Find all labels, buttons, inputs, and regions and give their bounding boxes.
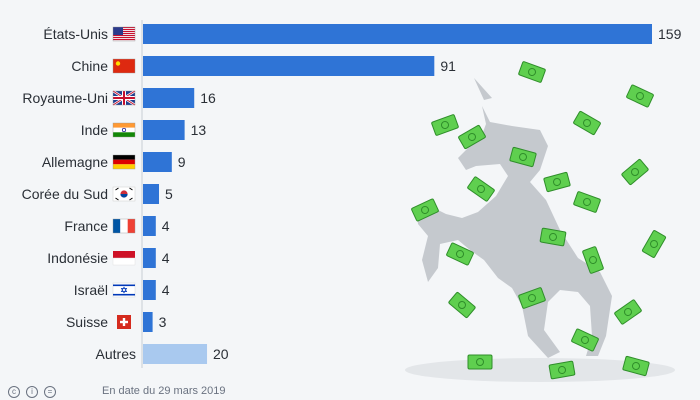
banknote-icon <box>518 287 546 309</box>
value-label: 20 <box>213 346 229 362</box>
value-label: 16 <box>200 90 216 106</box>
id-flag-icon <box>112 251 136 266</box>
value-label: 4 <box>162 250 170 266</box>
source-note: En date du 29 mars 2019 <box>102 385 226 397</box>
unicorn-illustration <box>405 61 675 382</box>
category-label: France <box>64 218 108 234</box>
banknote-icon <box>509 146 537 168</box>
bar-series: États-Unis 159 Chine 91 Royaume-Uni 16 Inde 13 A… <box>22 24 682 364</box>
category-label: Suisse <box>66 314 108 330</box>
value-label: 4 <box>162 282 170 298</box>
category-label: États-Unis <box>43 26 108 42</box>
category-label: Allemagne <box>42 154 108 170</box>
banknote-icon <box>622 355 650 377</box>
banknote-icon <box>641 230 667 258</box>
cc-icon: c <box>8 386 20 398</box>
banknote-icon <box>548 360 576 380</box>
banknote-icon <box>626 84 654 108</box>
banknote-icon <box>458 124 486 150</box>
banknote-icon <box>571 328 599 352</box>
banknote-icon <box>467 354 493 370</box>
banknote-icon <box>614 299 642 325</box>
bar <box>143 56 435 76</box>
bar <box>143 280 156 300</box>
ch-flag-icon <box>117 315 131 329</box>
banknote-icon <box>573 110 601 136</box>
value-label: 5 <box>165 186 173 202</box>
footer: c i = En date du 29 mars 2019 <box>0 384 700 400</box>
equals-icon: = <box>44 386 56 398</box>
in-flag-icon <box>112 122 136 138</box>
category-label: Corée du Sud <box>22 186 108 202</box>
banknote-icon <box>543 171 571 193</box>
category-label: Israël <box>74 282 108 298</box>
banknote-icon <box>518 61 546 83</box>
banknote-icon <box>467 176 495 202</box>
category-label: Autres <box>96 346 136 362</box>
il-flag-icon <box>112 282 136 298</box>
banknote-icon <box>573 191 601 213</box>
bar <box>143 88 195 108</box>
de-flag-icon <box>112 154 136 170</box>
bar <box>143 216 156 236</box>
by-icon: i <box>26 386 38 398</box>
banknote-icon <box>411 198 439 222</box>
bar <box>143 248 156 268</box>
cn-flag-icon <box>112 58 136 74</box>
value-label: 4 <box>162 218 170 234</box>
bar <box>143 24 652 44</box>
category-label: Chine <box>71 58 108 74</box>
banknote-icon <box>446 242 474 266</box>
kr-flag-icon <box>112 186 136 202</box>
banknote-icon <box>539 227 567 247</box>
bar <box>143 184 160 204</box>
bar <box>143 120 185 140</box>
unicorn-icon <box>416 106 612 358</box>
category-label: Royaume-Uni <box>22 90 108 106</box>
us-flag-icon <box>112 26 136 42</box>
category-label: Inde <box>81 122 108 138</box>
bar <box>143 312 153 332</box>
value-label: 91 <box>440 58 456 74</box>
fr-flag-icon <box>112 218 136 234</box>
bar <box>143 344 208 364</box>
category-label: Indonésie <box>47 250 108 266</box>
unicorn-horn-icon <box>474 78 492 100</box>
bar <box>143 152 172 172</box>
gb-flag-icon <box>112 89 136 107</box>
banknote-icon <box>431 114 459 136</box>
banknote-icon <box>582 246 604 274</box>
value-label: 3 <box>159 314 167 330</box>
banknote-icon <box>448 292 476 318</box>
value-label: 159 <box>658 26 682 42</box>
banknote-icon <box>621 159 649 185</box>
value-label: 9 <box>178 154 186 170</box>
value-label: 13 <box>191 122 207 138</box>
